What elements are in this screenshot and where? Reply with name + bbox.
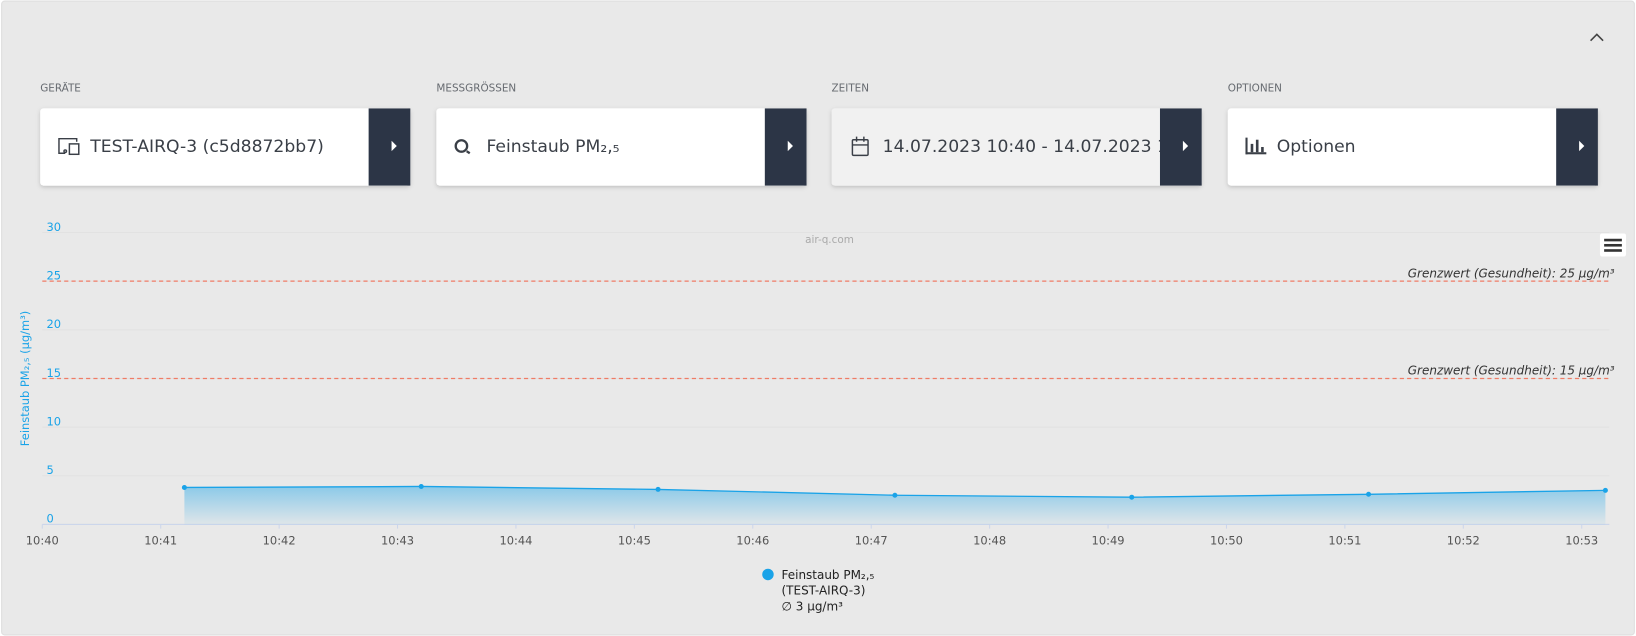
selector-box — [1227, 108, 1598, 186]
watermark: air-q.com — [805, 234, 854, 246]
selector-label: OPTIONEN — [1228, 83, 1282, 95]
y-tick-label: 15 — [46, 366, 61, 380]
selector-label: MESSGRÖSSEN — [436, 82, 516, 95]
x-tick-label: 10:40 — [26, 534, 59, 548]
x-tick-label: 10:41 — [144, 534, 177, 548]
x-tick-label: 10:52 — [1447, 534, 1480, 548]
arrow-icon — [787, 140, 793, 152]
legend-detail: (TEST-AIRQ-3) — [782, 584, 866, 598]
legend: Feinstaub PM₂,₅ (TEST-AIRQ-3)∅ 3 µg/m³ — [762, 568, 875, 613]
menu-button[interactable] — [1599, 233, 1627, 257]
legend-label: Feinstaub PM₂,₅ — [782, 568, 875, 582]
y-axis-title: Feinstaub PM₂,₅ (µg/m³) — [18, 311, 32, 446]
legend-detail: ∅ 3 µg/m³ — [782, 599, 844, 613]
data-point — [181, 484, 187, 490]
x-tick-label: 10:47 — [855, 534, 888, 548]
selector-value: Feinstaub PM₂,₅ — [486, 137, 619, 157]
legend-marker — [762, 568, 774, 581]
data-point — [1129, 494, 1135, 500]
selector[interactable]: GERÄTE TEST-AIRQ-3 (c5d8872bb7) — [40, 82, 411, 186]
data-point — [655, 486, 661, 492]
y-tick-label: 20 — [46, 317, 61, 331]
chart-icon — [1245, 137, 1267, 155]
data-point — [418, 483, 424, 489]
search-icon — [454, 139, 471, 155]
selector-box — [436, 108, 807, 186]
data-point — [1602, 487, 1608, 493]
arrow-icon — [391, 140, 397, 152]
x-tick-label: 10:45 — [618, 534, 651, 548]
selector-button[interactable] — [1556, 108, 1598, 186]
x-tick-label: 10:53 — [1565, 534, 1598, 548]
data-point — [892, 492, 898, 498]
selector[interactable]: OPTIONEN Optionen — [1227, 83, 1598, 186]
selector-box — [831, 108, 1202, 186]
selector-label: ZEITEN — [832, 83, 870, 95]
y-tick-label: 0 — [46, 512, 53, 526]
selector-button[interactable] — [368, 108, 411, 186]
threshold-label: Grenzwert (Gesundheit): 15 µg/m³ — [1408, 364, 1615, 378]
threshold-label: Grenzwert (Gesundheit): 25 µg/m³ — [1408, 266, 1615, 280]
y-tick-label: 25 — [46, 268, 61, 282]
x-tick-label: 10:51 — [1328, 534, 1361, 548]
arrow-icon — [1182, 140, 1189, 152]
y-tick-label: 10 — [46, 414, 61, 428]
selector-label: GERÄTE — [40, 82, 81, 95]
selector-clip: 14.07.2023 10:40 - 14.07.2023 10:55 — [851, 136, 1207, 157]
selector-value: TEST-AIRQ-3 (c5d8872bb7) — [89, 137, 324, 157]
x-tick-label: 10:48 — [973, 534, 1006, 548]
y-tick-label: 5 — [46, 463, 53, 477]
selector-value: Optionen — [1277, 137, 1356, 157]
device-icon — [58, 137, 80, 156]
data-point — [1366, 491, 1372, 497]
x-tick-label: 10:50 — [1210, 534, 1243, 548]
selector-value: 14.07.2023 10:40 - 14.07.2023 10:55 — [883, 137, 1207, 157]
x-tick-label: 10:44 — [499, 534, 532, 548]
x-tick-label: 10:43 — [381, 534, 414, 548]
selector-button[interactable] — [764, 108, 807, 186]
selector[interactable]: ZEITEN 14.07.2023 10:40 - 14.07.2023 10:… — [831, 83, 1207, 186]
x-tick-label: 10:46 — [736, 534, 769, 548]
arrow-icon — [1579, 140, 1585, 152]
selector-box — [40, 108, 411, 186]
calendar-icon — [851, 136, 869, 157]
plot: 0 5 10 15 20 25 30 10:40 10:41 10:42 10:43 10:44 10:… — [26, 220, 1615, 548]
selector-button[interactable] — [1159, 108, 1202, 186]
collapse-button[interactable] — [1590, 33, 1604, 42]
selector[interactable]: MESSGRÖSSEN Feinstaub PM₂,₅ — [436, 82, 807, 186]
x-tick-label: 10:49 — [1092, 534, 1125, 548]
y-tick-label: 30 — [46, 220, 61, 234]
x-tick-label: 10:42 — [263, 534, 296, 548]
